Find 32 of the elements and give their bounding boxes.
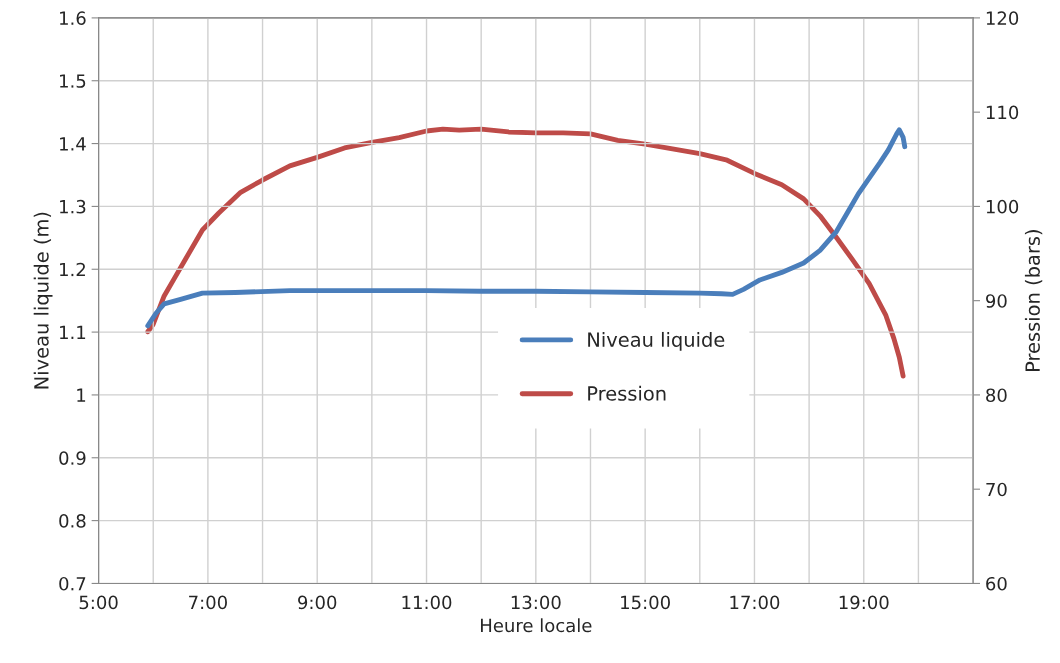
y-tick-label: 0.8 [59, 514, 86, 528]
y-tick-label: 1.1 [60, 325, 86, 339]
y2-tick-label: 90 [986, 294, 1007, 308]
x-tick-label: 17:00 [730, 595, 780, 610]
y-tick-label: 1.5 [60, 74, 86, 88]
x-tick-label: 11:00 [402, 595, 452, 610]
x-tick-label: 15:00 [621, 595, 670, 610]
x-tick-label: 9:00 [298, 595, 337, 610]
legend-label: Pression [588, 385, 666, 401]
line-series [145, 126, 906, 379]
y2-tick-label: 60 [986, 576, 1007, 591]
legend-label: Niveau liquide [588, 331, 725, 351]
y2-tick-label: 100 [986, 199, 1019, 214]
x-axis-title: Heure locale [481, 618, 592, 633]
y-tick-label: 1.4 [60, 137, 86, 151]
y-tick-label: 0.9 [59, 451, 86, 465]
y-tick-label: 0.7 [59, 576, 86, 591]
y2-tick-label: 80 [986, 388, 1007, 403]
x-tick-label: 5:00 [79, 595, 118, 610]
y-tick-label: 1.3 [60, 199, 86, 214]
y2-axis-title: Pression (bars) [1024, 230, 1043, 372]
x-tick-label: 13:00 [511, 595, 561, 610]
line-series [145, 127, 908, 329]
x-tick-label: 19:00 [839, 595, 889, 610]
y2-tick-label: 110 [986, 105, 1019, 120]
y2-tick-label: 120 [986, 11, 1019, 26]
y-tick-label: 1 [77, 388, 86, 402]
y-tick-label: 1.2 [60, 262, 85, 277]
y-axis-title: Niveau liquide (m) [33, 212, 53, 389]
y2-tick-label: 70 [986, 482, 1007, 497]
x-tick-label: 7:00 [189, 595, 227, 610]
y-tick-label: 1.6 [60, 11, 86, 26]
